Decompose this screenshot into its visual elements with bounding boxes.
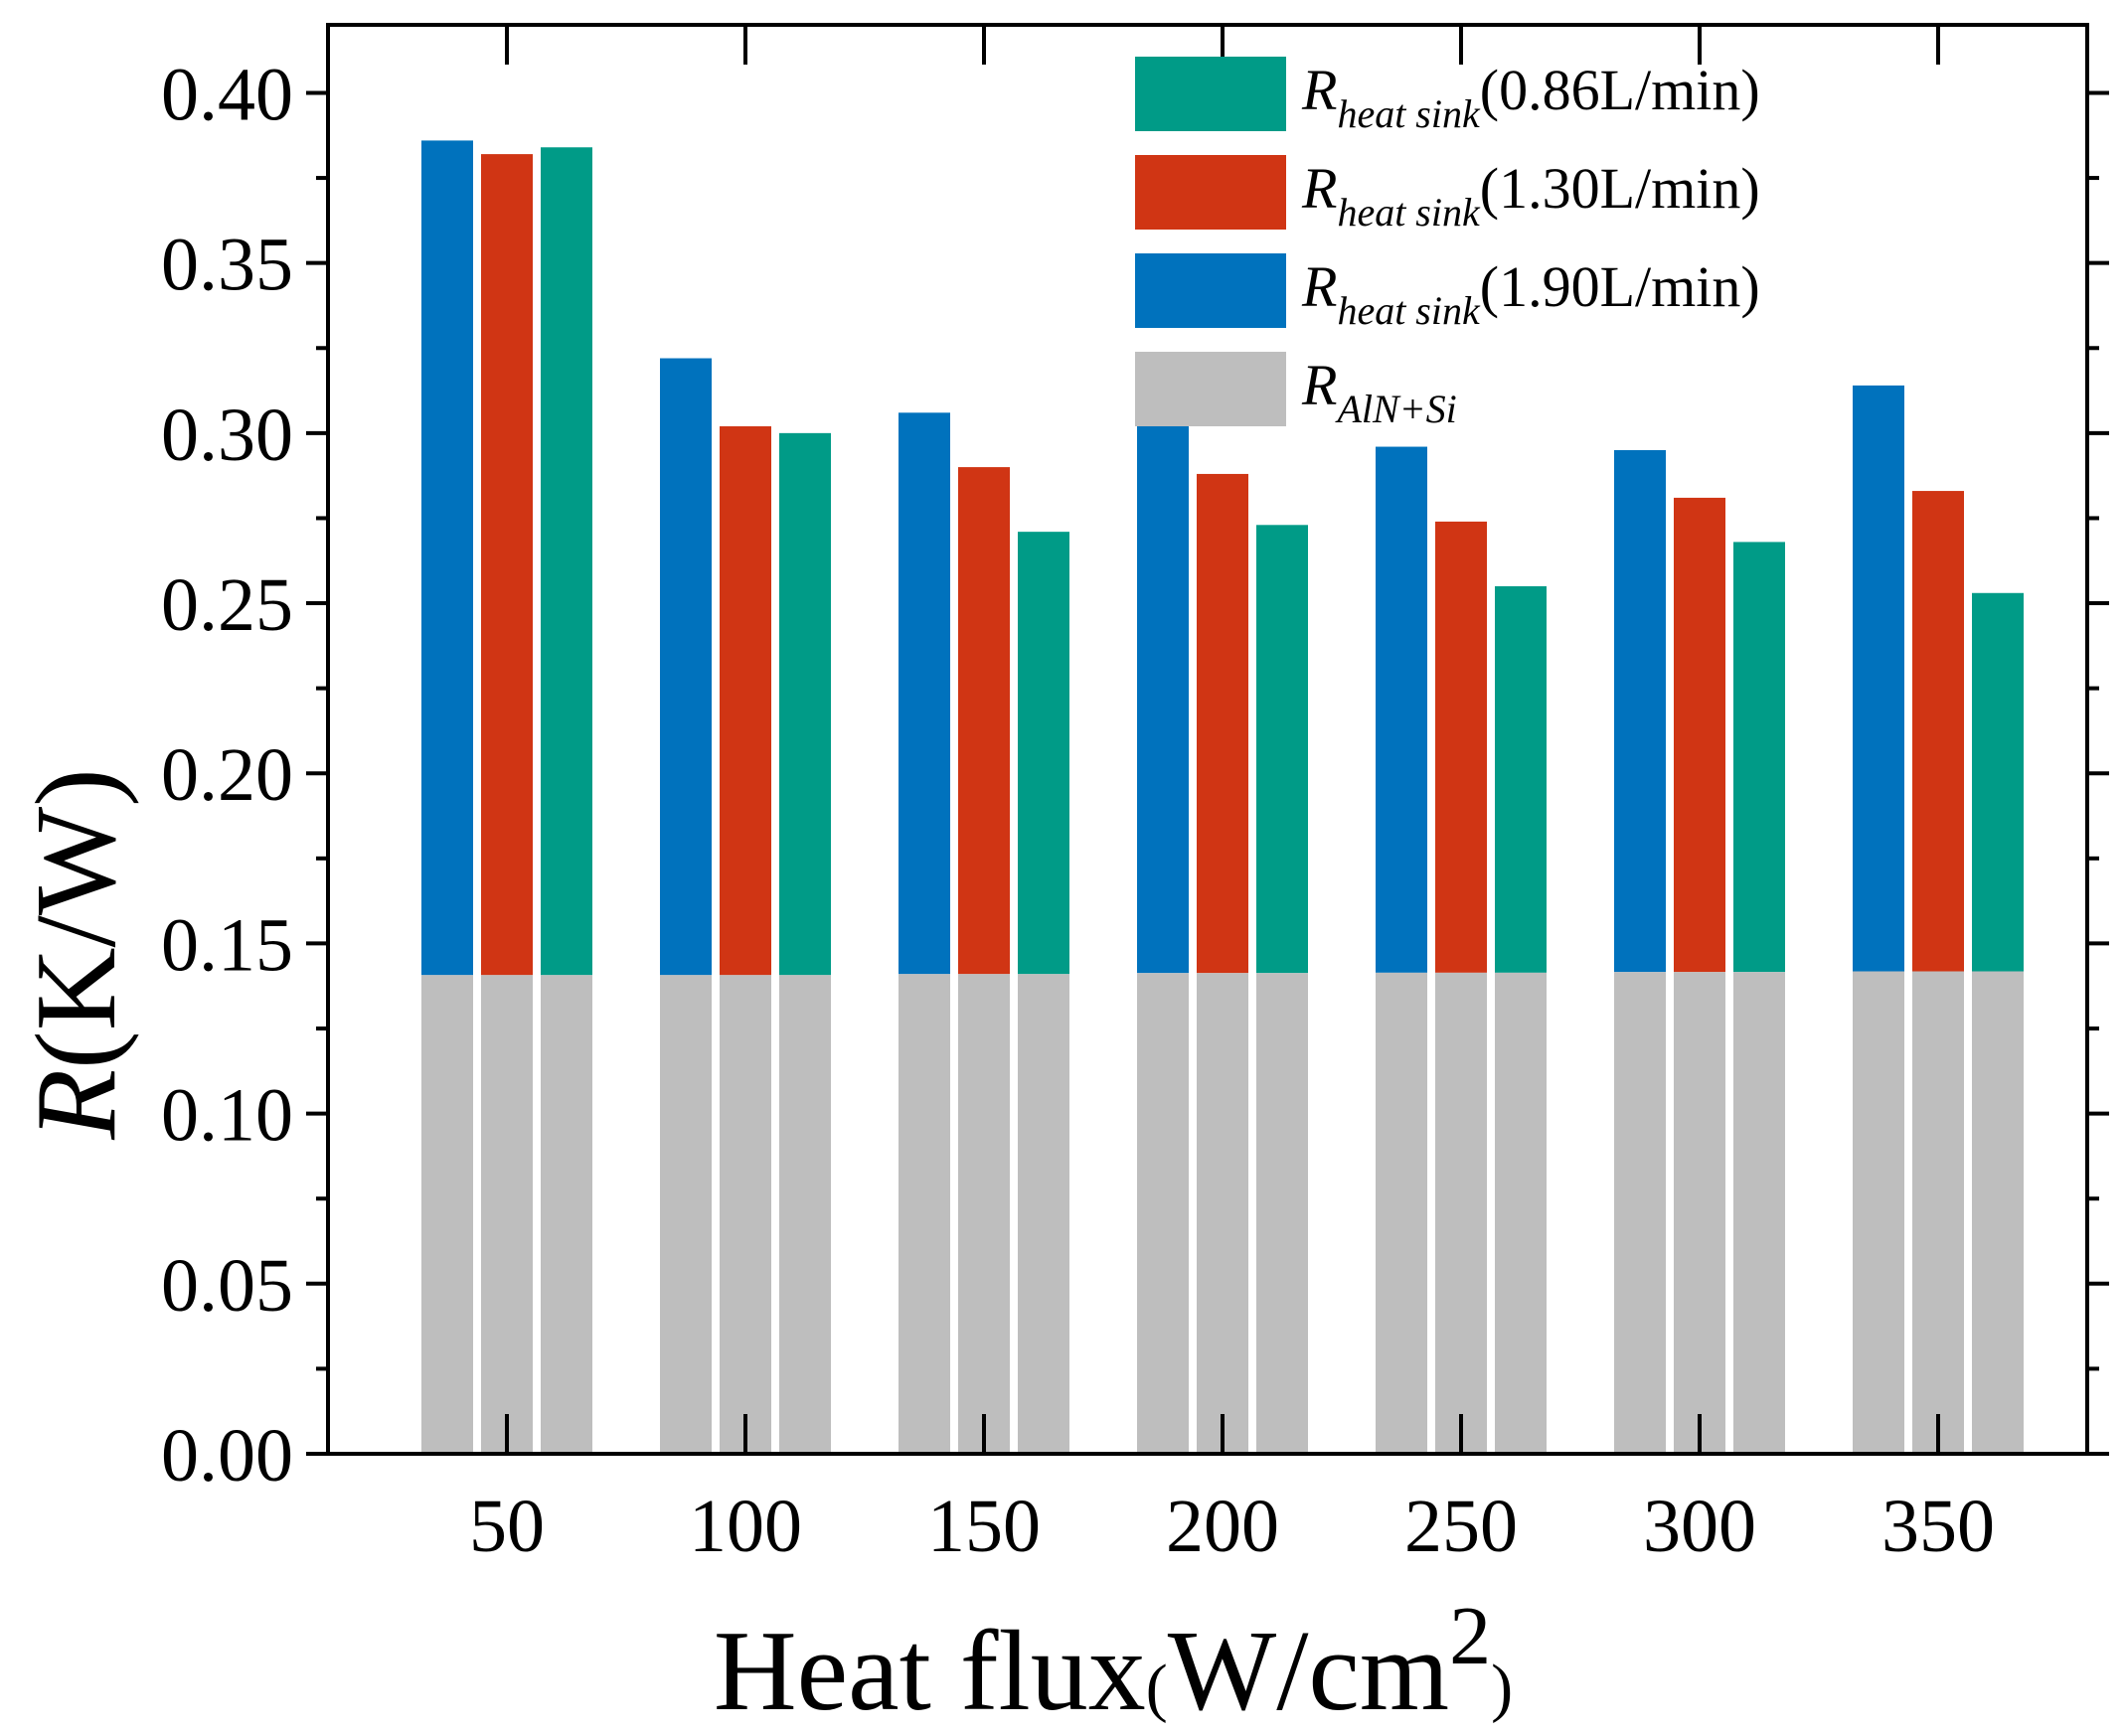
bar-150-series-1: [899, 412, 950, 975]
bar-300-series-2: [1674, 497, 1725, 973]
bar-150-baseline-2: [958, 974, 1010, 1454]
axes-layer: 0.00 0.05 0.10 0.15 0.20 0.25 0.30 0.35 0.40 50 10…: [161, 23, 2109, 1568]
x-tick-label: 300: [1643, 1485, 1756, 1568]
bar-50-baseline-2: [481, 975, 533, 1454]
bar-250-series-3: [1495, 585, 1547, 973]
bar-300-baseline-2: [1674, 972, 1725, 1454]
bar-200-series-3: [1256, 525, 1308, 974]
y-tick-label: 0.15: [161, 903, 293, 987]
bar-50-series-1: [421, 140, 473, 976]
bar-250-baseline-3: [1495, 972, 1547, 1454]
legend: Rheat sink(0.86L/min) Rheat sink(1.30L/mi…: [1135, 57, 1760, 431]
y-tick-label: 0.05: [161, 1244, 293, 1328]
bar-300-series-1: [1614, 449, 1666, 973]
x-tick-label: 250: [1404, 1485, 1518, 1568]
legend-label: Rheat sink(1.90L/min): [1301, 254, 1760, 333]
bar-50-series-2: [481, 154, 533, 976]
x-axis-title: Heat flux(W/cm2): [714, 1590, 1513, 1735]
bar-200-series-1: [1137, 426, 1189, 974]
bar-250-series-1: [1376, 446, 1427, 973]
x-tick-label: 150: [927, 1485, 1041, 1568]
bar-250-baseline-1: [1376, 972, 1427, 1454]
bar-350-baseline-2: [1912, 971, 1964, 1454]
bar-100-baseline-2: [720, 975, 771, 1454]
bar-350-series-1: [1853, 385, 1904, 972]
y-tick-label: 0.40: [161, 53, 293, 136]
y-tick-label: 0.25: [161, 563, 293, 647]
bar-150-baseline-1: [899, 974, 950, 1454]
legend-swatch: [1135, 155, 1286, 230]
y-tick-label: 0.20: [161, 733, 293, 817]
bar-350-baseline-1: [1853, 971, 1904, 1454]
bar-100-baseline-3: [779, 975, 831, 1454]
bar-200-series-2: [1197, 473, 1248, 974]
bar-200-baseline-2: [1197, 973, 1248, 1454]
bar-300-series-3: [1733, 542, 1785, 973]
bar-50-series-3: [541, 147, 592, 976]
x-tick-label: 100: [689, 1485, 802, 1568]
y-tick-label: 0.00: [161, 1414, 293, 1498]
bar-50-baseline-3: [541, 975, 592, 1454]
legend-swatch: [1135, 352, 1286, 426]
y-tick-label: 0.30: [161, 394, 293, 477]
bar-200-baseline-3: [1256, 973, 1308, 1454]
bar-250-baseline-2: [1435, 972, 1487, 1454]
bar-100-series-3: [779, 432, 831, 976]
bar-250-series-2: [1435, 521, 1487, 973]
plot-frame: [326, 23, 2089, 1456]
legend-swatch: [1135, 253, 1286, 328]
x-tick-label: 350: [1881, 1485, 1995, 1568]
bar-350-series-3: [1972, 592, 2024, 972]
x-tick-label: 200: [1166, 1485, 1279, 1568]
bar-350-baseline-3: [1972, 971, 2024, 1454]
x-tick-label: 50: [469, 1485, 545, 1568]
bar-300-baseline-3: [1733, 972, 1785, 1454]
bar-300-baseline-1: [1614, 972, 1666, 1454]
bar-150-series-2: [958, 467, 1010, 975]
legend-label: RAlN+Si: [1301, 353, 1457, 431]
bar-100-series-2: [720, 426, 771, 976]
bar-50-baseline-1: [421, 975, 473, 1454]
bar-200-baseline-1: [1137, 973, 1189, 1454]
y-tick-label: 0.10: [161, 1074, 293, 1158]
bar-150-series-3: [1018, 532, 1069, 975]
bars-layer: [421, 140, 2024, 1454]
bar-350-series-2: [1912, 491, 1964, 972]
bar-100-series-1: [660, 358, 712, 976]
bar-150-baseline-3: [1018, 974, 1069, 1454]
legend-label: Rheat sink(0.86L/min): [1301, 58, 1760, 136]
legend-label: Rheat sink(1.30L/min): [1301, 156, 1760, 235]
bar-100-baseline-1: [660, 975, 712, 1454]
y-axis-title: R(K/W): [13, 768, 140, 1141]
y-tick-label: 0.35: [161, 224, 293, 307]
legend-swatch: [1135, 57, 1286, 131]
